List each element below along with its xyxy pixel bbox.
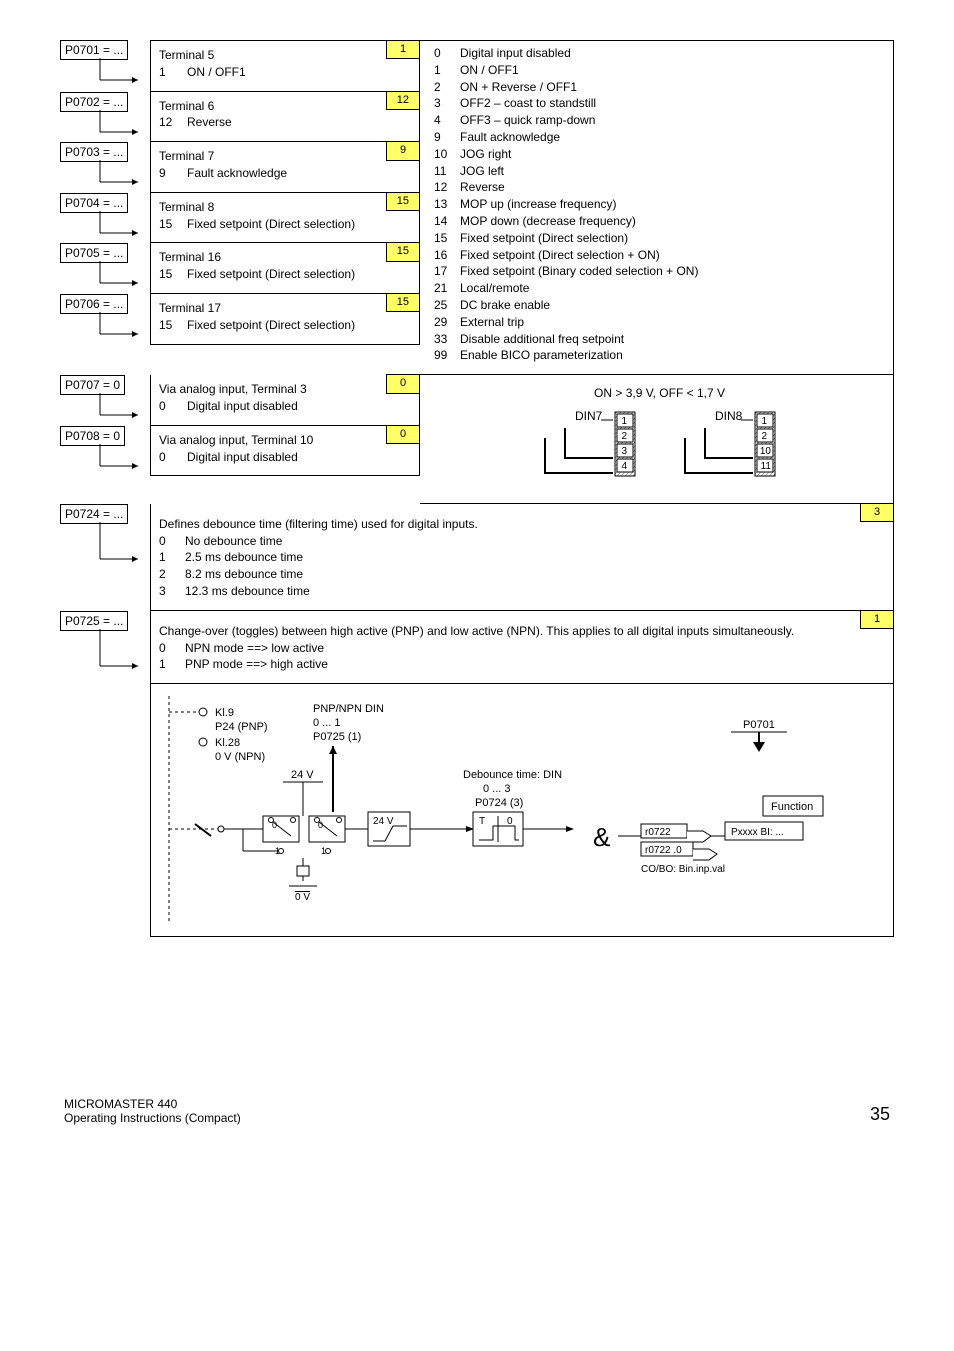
option-row: 12.5 ms debounce time [159,549,885,566]
param-id: P0708 = 0 [60,426,125,446]
default-value: 12 [386,91,420,110]
footer-subtitle: Operating Instructions (Compact) [64,1111,241,1125]
option-row: 4OFF3 – quick ramp-down [434,112,885,129]
option-row: 11JOG left [434,163,885,180]
param-id: P0707 = 0 [60,375,125,395]
option-row: 13MOP up (increase frequency) [434,196,885,213]
option-row: 3OFF2 – coast to standstill [434,95,885,112]
svg-text:r0722 .0: r0722 .0 [645,845,682,856]
svg-text:3: 3 [621,446,627,457]
option-row: 1ON / OFF1 [434,62,885,79]
param-id: P0725 = ... [60,611,128,631]
circuit-svg: Kl.9 P24 (PNP) Kl.28 0 V (NPN) PNP/NPN D… [163,696,863,921]
options-list: 0Digital input disabled1ON / OFF12ON + R… [434,45,885,364]
svg-text:P0725 (1): P0725 (1) [313,731,361,743]
param-id: P0703 = ... [60,142,128,162]
option-row: 312.3 ms debounce time [159,583,885,600]
svg-text:2: 2 [621,431,627,442]
din-connector-diagram: DIN7 1 2 3 4 DIN8 1 2 10 [505,408,815,488]
svg-text:1: 1 [761,416,767,427]
svg-text:DIN7: DIN7 [575,409,603,423]
svg-text:Function: Function [771,801,813,813]
default-value: 1 [386,40,420,59]
default-value: 0 [386,374,420,393]
terminal-title: Terminal 5 [159,47,411,64]
default-value: 1 [860,610,894,629]
default-value: 9 [386,141,420,160]
page-number: 35 [870,1104,890,1125]
svg-text:0 ... 3: 0 ... 3 [483,783,511,795]
param-id: P0706 = ... [60,294,128,314]
svg-text:T: T [479,816,485,827]
svg-text:10: 10 [759,446,771,457]
default-value: 15 [386,192,420,211]
svg-text:0: 0 [507,816,513,827]
param-id: P0702 = ... [60,92,128,112]
svg-text:0 V (NPN): 0 V (NPN) [215,751,265,763]
threshold-label: ON > 3,9 V, OFF < 1,7 V [434,385,885,402]
option-row: 16Fixed setpoint (Direct selection + ON) [434,247,885,264]
param-id: P0704 = ... [60,193,128,213]
option-row: 14MOP down (decrease frequency) [434,213,885,230]
svg-text:P24 (PNP): P24 (PNP) [215,721,268,733]
svg-text:4: 4 [621,461,627,472]
option-row: 99Enable BICO parameterization [434,347,885,364]
option-row: 29External trip [434,314,885,331]
svg-text:PNP/NPN DIN: PNP/NPN DIN [313,703,384,715]
option-row: 10JOG right [434,146,885,163]
option-row: 25DC brake enable [434,297,885,314]
svg-text:&: & [593,822,610,852]
param-id: P0701 = ... [60,40,128,60]
svg-text:Kl.28: Kl.28 [215,737,240,749]
svg-text:Pxxxx BI: ...: Pxxxx BI: ... [731,827,784,838]
svg-text:Kl.9: Kl.9 [215,707,234,719]
option-row: 1PNP mode ==> high active [159,656,885,673]
option-row: 0NPN mode ==> low active [159,640,885,657]
svg-text:P0724 (3): P0724 (3) [475,797,523,809]
svg-text:Debounce time: DIN: Debounce time: DIN [463,769,562,781]
param-id: P0724 = ... [60,504,128,524]
default-value: 15 [386,242,420,261]
svg-text:0 ... 1: 0 ... 1 [313,717,341,729]
svg-text:24 V: 24 V [373,816,394,827]
option-row: 2ON + Reverse / OFF1 [434,79,885,96]
default-value: 0 [386,425,420,444]
option-row: 12Reverse [434,179,885,196]
option-row: 9Fault acknowledge [434,129,885,146]
option-row: 0Digital input disabled [434,45,885,62]
circuit-diagram: Kl.9 P24 (PNP) Kl.28 0 V (NPN) PNP/NPN D… [150,684,894,937]
footer-title: MICROMASTER 440 [64,1097,241,1111]
option-row: 17Fixed setpoint (Binary coded selection… [434,263,885,280]
option-row: 33Disable additional freq setpoint [434,331,885,348]
svg-text:2: 2 [761,431,767,442]
svg-text:11: 11 [760,461,771,472]
svg-text:24 V: 24 V [291,769,314,781]
svg-text:r0722: r0722 [645,827,671,838]
default-value: 15 [386,293,420,312]
p0724-content: 3 Defines debounce time (filtering time)… [150,504,894,611]
p0725-content: 1 Change-over (toggles) between high act… [150,611,894,684]
option-row: 0No debounce time [159,533,885,550]
default-value: 3 [860,503,894,522]
param-id: P0705 = ... [60,243,128,263]
option-row: 28.2 ms debounce time [159,566,885,583]
option-row: 15Fixed setpoint (Direct selection) [434,230,885,247]
svg-text:1: 1 [621,416,627,427]
svg-text:DIN8: DIN8 [715,409,743,423]
svg-text:P0701: P0701 [743,719,775,731]
svg-text:0 V: 0 V [295,892,310,903]
svg-text:CO/BO: Bin.inp.val: CO/BO: Bin.inp.val [641,864,725,875]
option-row: 21Local/remote [434,280,885,297]
